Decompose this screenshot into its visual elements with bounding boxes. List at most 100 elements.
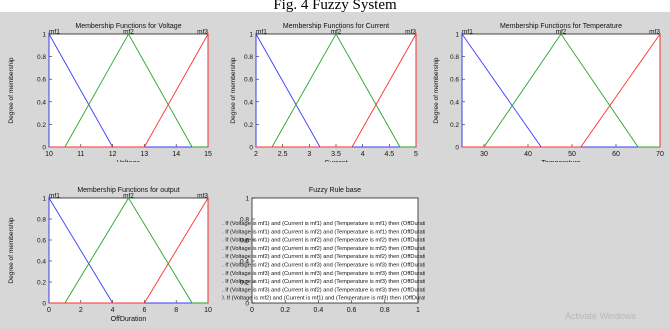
chart4-plot-area [251, 197, 419, 304]
chart1-xtick-label: 5 [414, 151, 418, 158]
chart0-title: Membership Functions for Voltage [75, 23, 181, 30]
chart3-xtick-label: 4 [111, 307, 115, 314]
chart2-xlabel: Temperature [541, 160, 580, 162]
chart0-xtick-label: 13 [141, 151, 149, 158]
chart3-xtick-label: 10 [204, 307, 212, 314]
chart2-title: Membership Functions for Temperature [500, 23, 622, 30]
chart1-ytick-label: 0.2 [244, 122, 253, 129]
chart0-xtick-label: 14 [172, 151, 180, 158]
chart2-ytick-label: 0.4 [450, 99, 459, 106]
chart4-rule-line: 10. If (Voltage is mf2) and (Current is … [222, 296, 425, 302]
chart1-xtick-label: 2 [254, 151, 258, 158]
chart2-xtick-label: 60 [612, 151, 620, 158]
chart2-series-mf1-line [461, 32, 660, 148]
chart4-xtick-label: 0.2 [280, 307, 290, 314]
chart0-ytick-label: 0 [42, 145, 46, 152]
chart3-series-mf1-label: mf1 [49, 193, 60, 200]
chart2-series-mf2-label: mf2 [556, 29, 567, 36]
chart4-ytick-label: 0.4 [240, 259, 249, 266]
chart1-ytick-label: 0 [249, 145, 253, 152]
chart3-ytick-label: 1 [42, 196, 46, 203]
chart4-title: Fuzzy Rule base [309, 187, 361, 194]
chart4-rule-line: 4. If (Voltage is mf2) and (Current is m… [222, 246, 425, 252]
chart3-xtick-label: 6 [142, 307, 146, 314]
chart1-ytick-label: 0.8 [244, 54, 253, 61]
chart3-xtick-label: 8 [174, 307, 178, 314]
chart2-ylabel: Degree of membership [433, 57, 440, 123]
chart4-rule-line: 6. If (Voltage is mf2) and (Current is m… [222, 263, 425, 269]
chart2-ytick-label: 0 [455, 145, 459, 152]
chart3-ytick-label: 0 [42, 301, 46, 308]
chart0-series-mf3-label: mf3 [197, 29, 208, 36]
activate-windows-watermark: Activate Windows [565, 311, 637, 321]
chart2-series-mf1-label: mf1 [462, 29, 473, 36]
chart-current-membership: Membership Functions for Current 2 2.5 3 3.5… [230, 23, 418, 162]
chart2-ytick-label: 1 [455, 32, 459, 39]
chart3-xtick-label: 2 [79, 307, 83, 314]
chart1-series-mf3-label: mf3 [405, 29, 416, 36]
chart0-ytick-label: 0.6 [37, 77, 46, 84]
chart2-plot-area [461, 33, 661, 148]
chart2-xtick-label: 50 [568, 151, 576, 158]
chart3-ytick-label: 0.6 [37, 238, 46, 245]
chart1-xlabel: Current [324, 160, 347, 162]
chart0-series-mf3-line [49, 32, 209, 148]
chart2-ytick-label: 0.2 [450, 122, 459, 129]
chart3-xlabel: OffDuration [111, 316, 147, 323]
chart4-rule-line: 8. If (Voltage is mf1) and (Current is m… [222, 279, 425, 285]
chart3-ytick-label: 0.2 [37, 280, 46, 287]
chart4-ytick-label: 0 [245, 301, 249, 308]
chart3-ytick-label: 0.8 [37, 217, 46, 224]
chart0-xtick-label: 15 [204, 151, 212, 158]
chart1-ytick-label: 1 [249, 32, 253, 39]
chart2-series-mf3-line [462, 32, 661, 148]
chart4-xtick-label: 0.4 [314, 307, 324, 314]
chart1-series-mf2-label: mf2 [331, 29, 342, 36]
chart3-series-mf3-label: mf3 [197, 193, 208, 200]
chart2-xtick-label: 30 [480, 151, 488, 158]
chart2-xtick-label: 40 [524, 151, 532, 158]
chart3-series-mf2-label: mf2 [123, 193, 134, 200]
chart1-xtick-label: 3 [307, 151, 311, 158]
chart4-rule-line: 2. If (Voltage is mf1) and (Current is m… [222, 229, 425, 235]
chart4-xtick-label: 0.8 [380, 307, 390, 314]
chart3-ytick-label: 0.4 [37, 259, 46, 266]
chart4-ytick-label: 1 [245, 196, 249, 203]
chart-fuzzy-rule-base: Fuzzy Rule base 0 0.2 0.4 0.6 0.8 1 0 0.2 0.4 0.6 0… [222, 187, 425, 314]
chart4-rule-line: 1. If (Voltage is mf1) and (Current is m… [222, 221, 425, 227]
chart-temperature-membership: Membership Functions for Temperature 30 40… [433, 23, 664, 162]
chart3-plot-area [48, 197, 209, 304]
chart3-ylabel: Degree of membership [8, 217, 15, 283]
chart4-xtick-label: 0 [250, 307, 254, 314]
chart1-series-mf1-line [255, 32, 416, 148]
chart4-xtick-label: 0.6 [347, 307, 357, 314]
chart0-ytick-label: 0.4 [37, 99, 46, 106]
chart4-rule-line: 5. If (Voltage is mf2) and (Current is m… [222, 254, 425, 260]
chart0-series-mf1-line [48, 32, 208, 148]
chart4-rule-line: 3. If (Voltage is mf1) and (Current is m… [222, 238, 425, 244]
chart0-series-mf2-label: mf2 [123, 29, 134, 36]
chart0-xtick-label: 10 [45, 151, 53, 158]
chart0-ytick-label: 0.2 [37, 122, 46, 129]
chart4-ytick-label: 0.2 [240, 280, 249, 287]
chart1-ylabel: Degree of membership [230, 57, 237, 123]
chart1-title: Membership Functions for Current [283, 23, 389, 30]
chart1-ytick-label: 0.6 [244, 77, 253, 84]
chart0-xtick-label: 11 [77, 151, 84, 158]
chart1-xtick-label: 4 [361, 151, 365, 158]
chart1-xtick-label: 4.5 [384, 151, 394, 158]
chart-output-membership: Membership Functions for output 0 2 4 6 8 10 0 0… [8, 187, 212, 323]
chart1-series-mf1-label: mf1 [256, 29, 267, 36]
chart4-ytick-label: 0.8 [240, 217, 249, 224]
chart4-rule-line: 9. If (Voltage is mf3) and (Current is m… [222, 287, 425, 293]
chart2-series-mf3-label: mf3 [649, 29, 660, 36]
chart3-xtick-label: 0 [47, 307, 51, 314]
chart0-series-mf1-label: mf1 [49, 29, 60, 36]
chart3-series-mf3-line [49, 196, 209, 304]
chart2-xtick-label: 70 [656, 151, 664, 158]
chart0-ytick-label: 0.8 [37, 54, 46, 61]
chart2-ytick-label: 0.6 [450, 77, 459, 84]
chart4-ytick-label: 0.6 [240, 238, 249, 245]
chart3-series-mf1-line [48, 196, 208, 304]
